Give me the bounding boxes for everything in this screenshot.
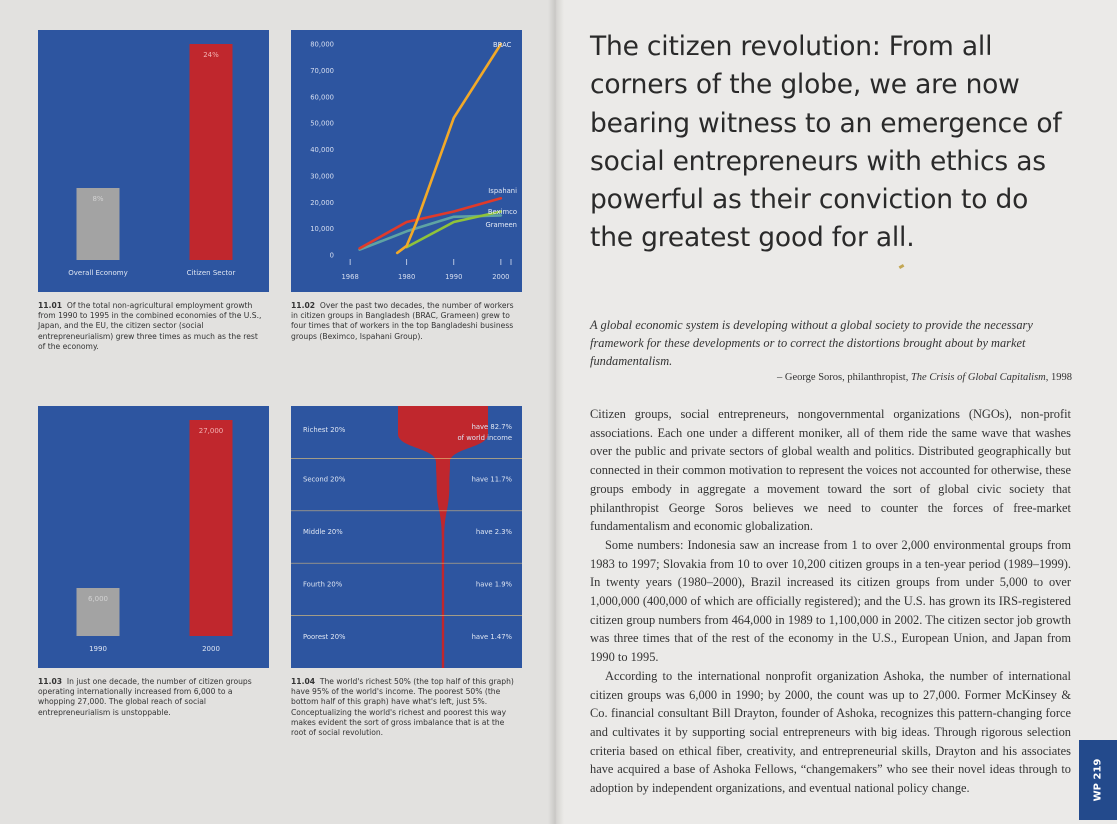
chart-11-02-svg: 0 10,000 20,000 30,000 40,000 50,000 60,000 70,… [310,41,517,282]
income-distribution-shape [398,406,488,668]
right-page [556,0,1117,824]
series-line-grameen [358,214,503,251]
page-gutter [548,0,564,824]
row-label: Poorest 20% [303,633,346,641]
body-text: Citizen groups, social entrepreneurs, no… [590,405,1071,798]
y-tick-label: 60,000 [310,93,334,101]
series-label: Grameen [485,221,517,229]
pull-quote: A global economic system is developing w… [590,318,1033,368]
row-value-label: have 11.7% [472,476,513,484]
data-label: 8% [92,195,103,203]
caption-text: In just one decade, the number of citize… [38,677,252,717]
chart-11-04: Richest 20% have 82.7% of world income Seco… [291,406,522,668]
x-tick-label: 1980 [398,273,415,281]
chart-11-03: 6,000 1990 27,000 2000 [38,406,269,668]
bar-1990 [76,588,120,636]
row-value-label: have 1.9% [476,580,513,588]
attribution-work: The Crisis of Global Capitalism [910,372,1046,383]
chart-11-01: 8% Overall Economy 24% Citizen Sector [38,30,269,292]
y-tick-label: 80,000 [310,41,334,49]
caption-number: 11.02 [291,301,316,310]
chart-11-04-svg: Richest 20% have 82.7% of world income Seco… [291,406,522,668]
chart-11-03-svg: 6,000 1990 27,000 2000 [76,420,233,653]
attribution-year: , 1998 [1045,372,1072,383]
y-tick-label: 70,000 [310,67,334,75]
y-tick-label: 10,000 [310,225,334,233]
series-label: Beximco [488,208,517,216]
x-tick-label: 2000 [492,273,509,281]
page-tab-label: WP 219 [1092,758,1104,802]
row-label: Middle 20% [303,528,343,536]
data-label: 24% [203,51,219,59]
category-label: 1990 [89,645,107,653]
bar-citizen-sector [189,44,233,260]
chart-11-02: 0 10,000 20,000 30,000 40,000 50,000 60,000 70,… [291,30,522,292]
caption-text: The world's richest 50% (the top half of… [291,677,514,738]
caption-text: Over the past two decades, the number of… [291,301,514,341]
attribution-prefix: – George Soros, philanthropist, [777,372,911,383]
series-line-ispahani [358,197,503,250]
caption-number: 11.04 [291,677,316,686]
bar-overall-economy [76,188,120,260]
caption-11-01: 11.01 Of the total non-agricultural empl… [38,301,264,352]
body-paragraph: Citizen groups, social entrepreneurs, no… [590,407,1071,534]
bar-2000 [189,420,233,636]
caption-11-03: 11.03 In just one decade, the number of … [38,677,262,718]
caption-text: Of the total non-agricultural employment… [38,301,262,351]
headline: The citizen revolution: From all corners… [590,31,1062,254]
y-tick-label: 20,000 [310,199,334,207]
y-tick-label: 50,000 [310,120,334,128]
y-tick-label: 30,000 [310,172,334,180]
series-line-beximco [405,210,503,249]
category-label: Citizen Sector [187,269,236,277]
caption-11-02: 11.02 Over the past two decades, the num… [291,301,519,342]
quote-attribution: – George Soros, philanthropist, The Cris… [590,372,1072,383]
body-paragraph: According to the international nonprofit… [590,668,1071,796]
row-label: Second 20% [303,476,346,484]
x-tick-label: 1968 [341,273,358,281]
row-value-sublabel: of world income [458,434,512,442]
row-value-label: have 82.7% [472,423,513,431]
x-tick-label: 1990 [445,273,462,281]
category-label: 2000 [202,645,220,653]
row-label: Fourth 20% [303,580,343,588]
category-label: Overall Economy [68,269,127,277]
row-label: Richest 20% [303,426,346,434]
series-label: BRAC [493,41,512,49]
row-value-label: have 1.47% [472,633,513,641]
chart-11-01-svg: 8% Overall Economy 24% Citizen Sector [68,44,236,277]
data-label: 6,000 [88,595,108,603]
body-paragraph: Some numbers: Indonesia saw an increase … [590,537,1071,665]
page-tab: WP 219 [1079,740,1117,820]
y-tick-label: 40,000 [310,146,334,154]
caption-number: 11.03 [38,677,63,686]
series-label: Ispahani [488,187,517,195]
caption-11-04: 11.04 The world's richest 50% (the top h… [291,677,517,738]
caption-number: 11.01 [38,301,63,310]
row-value-label: have 2.3% [476,528,513,536]
y-tick-label: 0 [330,252,334,260]
data-label: 27,000 [199,427,224,435]
series-line-brac [395,42,503,255]
